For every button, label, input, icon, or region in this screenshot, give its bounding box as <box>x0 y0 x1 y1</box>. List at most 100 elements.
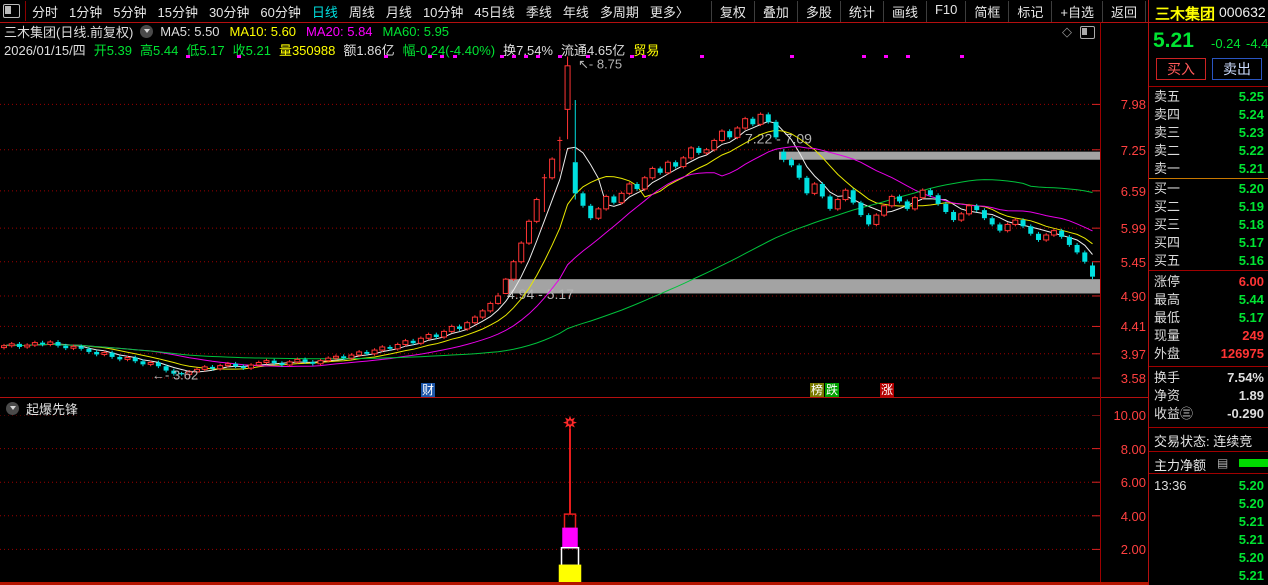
indicator-header: 起爆先锋 <box>6 399 78 418</box>
price-axis-label: 7.98 <box>1120 97 1146 113</box>
ma-value-0: MA5: 5.50 <box>160 24 220 39</box>
panel-separator <box>1149 178 1268 179</box>
price-axis-label: 5.45 <box>1120 254 1146 270</box>
svg-text:4.94 - 5.17: 4.94 - 5.17 <box>507 286 574 302</box>
day-info-segment-6: 额1.86亿 <box>343 43 395 58</box>
period-tab-5[interactable]: 60分钟 <box>260 4 301 20</box>
day-info-segment-7: 幅-0.24(-4.40%) <box>402 43 496 58</box>
day-info-segment-1: 开5.39 <box>93 43 132 58</box>
period-tab-10[interactable]: 45日线 <box>474 4 515 20</box>
chart-corner-icons: ◇ <box>1062 24 1095 40</box>
panel-separator <box>1149 451 1268 452</box>
ma-value-3: MA60: 5.95 <box>382 24 450 39</box>
collapse-chevron-icon[interactable] <box>140 25 154 38</box>
svg-text:←- 3.62: ←- 3.62 <box>152 368 198 383</box>
flow-bar <box>1239 459 1268 467</box>
panel-separator <box>1149 270 1268 271</box>
main-flow-label: 主力净额 <box>1154 458 1207 473</box>
window-layout-icon[interactable] <box>3 4 20 18</box>
price-axis-label: 3.97 <box>1120 346 1146 362</box>
period-tab-1[interactable]: 1分钟 <box>69 4 103 20</box>
toolbar-button-3[interactable]: 统计 <box>839 0 884 22</box>
day-info-segment-10[interactable]: 贸易 <box>633 43 660 58</box>
period-tab-11[interactable]: 季线 <box>525 4 552 20</box>
period-tab-14[interactable]: 更多〉 <box>649 4 689 20</box>
toolbar-button-5[interactable]: F10 <box>925 0 967 22</box>
tick-row-1: 5.20 <box>1238 496 1264 511</box>
period-tab-9[interactable]: 10分钟 <box>422 4 464 20</box>
order-row-buy-2[interactable]: 买二 5.19 <box>1154 199 1264 214</box>
day-info-segment-8: 换7.54% <box>503 43 553 58</box>
order-row-sell-5[interactable]: 卖五 5.25 <box>1154 89 1264 104</box>
toolbar-button-9[interactable]: 返回 <box>1101 0 1146 22</box>
stat-row-最高: 最高 5.44 <box>1154 292 1264 307</box>
event-badge-2[interactable]: 跌 <box>825 383 840 397</box>
price-axis-label: 7.25 <box>1120 142 1146 158</box>
toolbar-button-2[interactable]: 多股 <box>796 0 841 22</box>
svg-text:7.22 - 7.09: 7.22 - 7.09 <box>745 131 812 147</box>
toolbar-button-7[interactable]: 标记 <box>1008 0 1053 22</box>
panel-layout-icon[interactable] <box>1080 25 1095 39</box>
menu-divider <box>25 1 26 21</box>
panel-separator <box>1149 473 1268 474</box>
stock-title: 三木集团(日线.前复权) <box>4 25 134 40</box>
period-tab-7[interactable]: 周线 <box>348 4 375 20</box>
day-info-segment-5: 量350988 <box>278 43 336 58</box>
day-info-segment-9: 流通4.65亿 <box>561 43 626 58</box>
toolbar-button-6[interactable]: 简框 <box>965 0 1010 22</box>
order-row-sell-2[interactable]: 卖二 5.22 <box>1154 143 1264 158</box>
price-axis-label: 3.58 <box>1120 371 1146 387</box>
top-menu-bar: 分时 1分钟 5分钟 15分钟 30分钟 60分钟 日线 周线 月线 10分钟 45日线 季线 年线 多周… <box>0 0 1268 22</box>
toolbar-button-1[interactable]: 叠加 <box>753 0 798 22</box>
stat2-row-1: 净资 1.89 <box>1154 388 1264 403</box>
order-row-buy-1[interactable]: 买一 5.20 <box>1154 181 1264 196</box>
last-price: 5.21 <box>1153 29 1194 52</box>
price-axis-label: 4.41 <box>1120 319 1146 335</box>
buy-button[interactable]: 买入 <box>1156 58 1206 80</box>
period-tab-0[interactable]: 分时 <box>32 4 59 20</box>
toolbar-button-4[interactable]: 画线 <box>882 0 927 22</box>
indicator-axis-label: 6.00 <box>1120 475 1146 491</box>
indicator-canvas[interactable] <box>0 415 1100 583</box>
indicator-axis-label: 10.00 <box>1113 408 1146 423</box>
order-row-buy-5[interactable]: 买五 5.16 <box>1154 253 1264 268</box>
period-tab-12[interactable]: 年线 <box>562 4 589 20</box>
period-tab-13[interactable]: 多周期 <box>599 4 639 20</box>
panel-separator <box>1149 86 1268 87</box>
event-badge-0[interactable]: 财 <box>421 383 436 397</box>
diamond-marker-icon[interactable]: ◇ <box>1062 24 1072 39</box>
stat2-row-0: 换手 7.54% <box>1154 370 1264 385</box>
tick-row-5: 5.21 <box>1238 568 1264 583</box>
order-row-sell-4[interactable]: 卖四 5.24 <box>1154 107 1264 122</box>
period-tab-6[interactable]: 日线 <box>311 4 338 20</box>
toolbar-button-8[interactable]: +自选 <box>1051 0 1103 22</box>
indicator-collapse-icon[interactable] <box>6 402 19 415</box>
day-info-segment-4: 收5.21 <box>232 43 271 58</box>
flow-detail-icon[interactable]: ▤ <box>1217 456 1229 470</box>
panel-separator <box>1149 427 1268 428</box>
tick-row-2: 5.21 <box>1238 514 1264 529</box>
period-tab-3[interactable]: 15分钟 <box>157 4 198 20</box>
tick-row-0: 13:36 5.20 <box>1154 478 1264 493</box>
day-info-segment-2: 高5.44 <box>140 43 179 58</box>
order-row-sell-1[interactable]: 卖一 5.21 <box>1154 161 1264 176</box>
toolbar-button-0[interactable]: 复权 <box>710 0 755 22</box>
order-row-buy-3[interactable]: 买三 5.18 <box>1154 217 1264 232</box>
period-tab-8[interactable]: 月线 <box>385 4 412 20</box>
stat-row-涨停: 涨停 6.00 <box>1154 274 1264 289</box>
period-tab-4[interactable]: 30分钟 <box>208 4 250 20</box>
bottom-border <box>0 582 1148 585</box>
order-row-buy-4[interactable]: 买四 5.17 <box>1154 235 1264 250</box>
ma-value-2: MA20: 5.84 <box>306 24 373 39</box>
event-badge-3[interactable]: 涨 <box>880 383 895 397</box>
event-badge-1[interactable]: 榜 <box>810 383 825 397</box>
main-chart-canvas[interactable]: 7.22 - 7.09 4.94 - 5.17 ↖- 8.75 ←- 3.62 <box>0 54 1100 397</box>
period-tab-2[interactable]: 5分钟 <box>113 4 147 20</box>
day-info-segment-0: 2026/01/15/四 <box>4 43 86 58</box>
tick-row-3: 5.21 <box>1238 532 1264 547</box>
sell-button[interactable]: 卖出 <box>1212 58 1262 80</box>
chart-divider <box>0 397 1148 398</box>
panel-divider <box>1148 0 1149 585</box>
order-row-sell-3[interactable]: 卖三 5.23 <box>1154 125 1264 140</box>
